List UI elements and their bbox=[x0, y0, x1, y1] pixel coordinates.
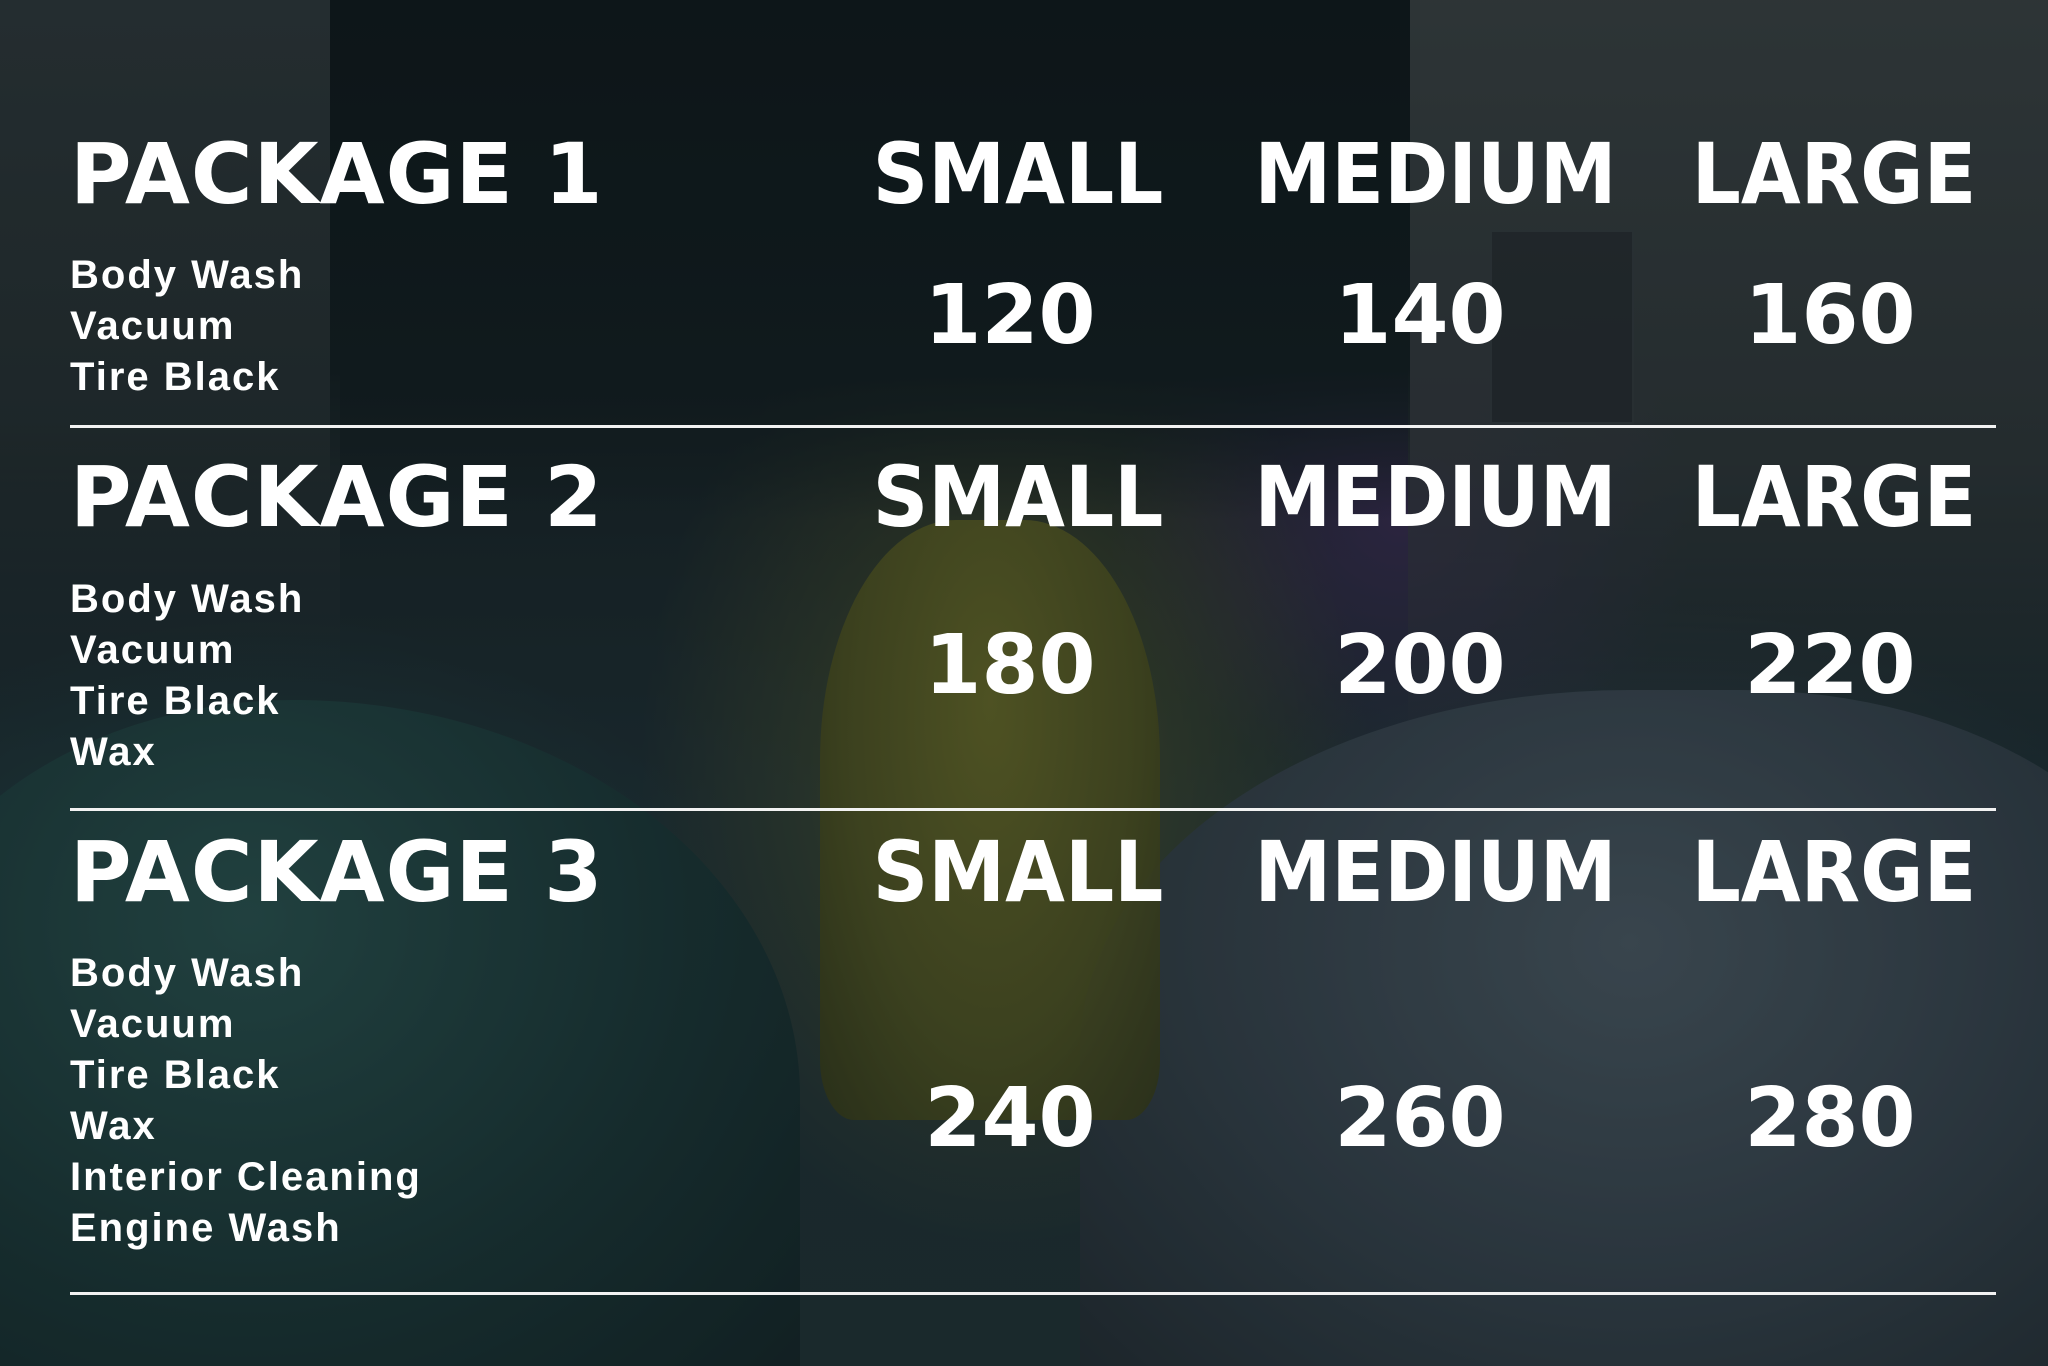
divider bbox=[70, 425, 1996, 428]
package-title: PACKAGE 2 bbox=[70, 448, 604, 546]
size-large-label: LARGE bbox=[1691, 823, 1977, 921]
feature-item: Engine Wash bbox=[70, 1206, 342, 1250]
price-medium: 200 bbox=[1334, 618, 1506, 713]
feature-item: Body Wash bbox=[70, 577, 305, 621]
divider bbox=[70, 1292, 1996, 1295]
size-medium-label: MEDIUM bbox=[1254, 823, 1617, 921]
price-small: 180 bbox=[924, 618, 1096, 713]
feature-item: Body Wash bbox=[70, 253, 305, 297]
feature-item: Interior Cleaning bbox=[70, 1155, 422, 1199]
package-title: PACKAGE 1 bbox=[70, 125, 604, 223]
feature-item: Wax bbox=[70, 1104, 157, 1148]
divider bbox=[70, 808, 1996, 811]
size-large-label: LARGE bbox=[1691, 125, 1977, 223]
feature-item: Wax bbox=[70, 730, 157, 774]
feature-item: Vacuum bbox=[70, 304, 236, 348]
size-medium-label: MEDIUM bbox=[1254, 448, 1617, 546]
size-large-label: LARGE bbox=[1691, 448, 1977, 546]
feature-item: Vacuum bbox=[70, 1002, 236, 1046]
package-title: PACKAGE 3 bbox=[70, 823, 604, 921]
price-small: 120 bbox=[924, 268, 1096, 363]
feature-item: Body Wash bbox=[70, 951, 305, 995]
size-medium-label: MEDIUM bbox=[1254, 125, 1617, 223]
price-medium: 140 bbox=[1334, 268, 1506, 363]
feature-item: Tire Black bbox=[70, 355, 281, 399]
size-small-label: SMALL bbox=[872, 823, 1164, 921]
feature-item: Vacuum bbox=[70, 628, 236, 672]
feature-list: Body Wash Vacuum Tire Black Wax bbox=[70, 574, 304, 778]
price-large: 160 bbox=[1744, 268, 1916, 363]
feature-item: Tire Black bbox=[70, 679, 281, 723]
feature-list: Body Wash Vacuum Tire Black bbox=[70, 250, 304, 403]
price-large: 220 bbox=[1744, 618, 1916, 713]
price-large: 280 bbox=[1744, 1071, 1916, 1166]
price-small: 240 bbox=[924, 1071, 1096, 1166]
size-small-label: SMALL bbox=[872, 125, 1164, 223]
feature-item: Tire Black bbox=[70, 1053, 281, 1097]
feature-list: Body Wash Vacuum Tire Black Wax Interior… bbox=[70, 948, 422, 1254]
size-small-label: SMALL bbox=[872, 448, 1164, 546]
price-medium: 260 bbox=[1334, 1071, 1506, 1166]
